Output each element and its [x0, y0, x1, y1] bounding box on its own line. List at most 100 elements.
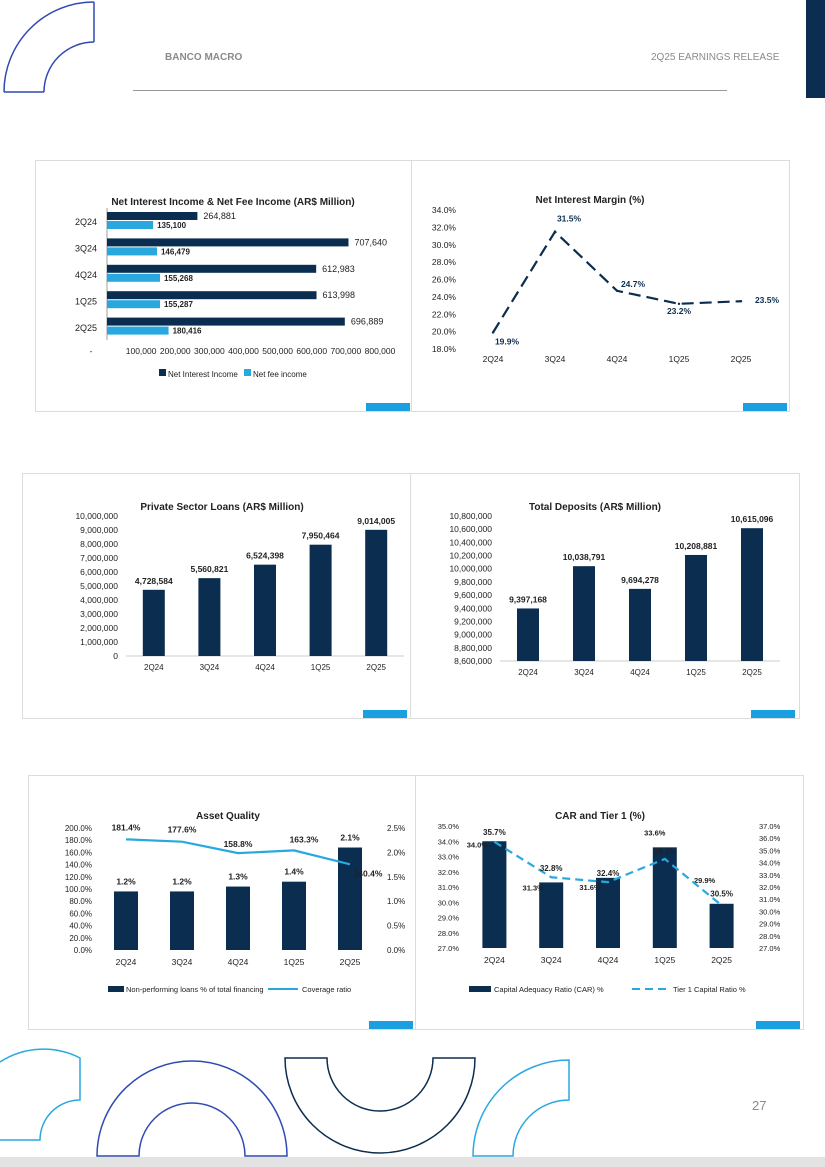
- y-tick-label: 8,000,000: [80, 539, 118, 549]
- panel-nii: [35, 160, 413, 412]
- y-tick-label: 8,800,000: [454, 643, 492, 653]
- bar-car: [482, 841, 507, 948]
- x-tick-label: 1Q25: [311, 663, 331, 672]
- x-tick-label: 200,000: [160, 346, 191, 356]
- chart-title: Net Interest Income & Net Fee Income (AR…: [111, 197, 354, 208]
- y-tick-label-left: 27.0%: [438, 944, 460, 953]
- x-tick-label: 500,000: [262, 346, 293, 356]
- data-label: 264,881: [203, 211, 236, 221]
- y-tick-label-right: 1.0%: [387, 897, 405, 906]
- footer-arc-2: [96, 1060, 288, 1157]
- x-tick-label: 1Q25: [669, 354, 690, 364]
- legend-label: Net Interest Income: [168, 370, 238, 379]
- data-label: 177.6%: [168, 825, 197, 835]
- bar: [573, 566, 595, 661]
- legend-label: Net fee income: [253, 370, 307, 379]
- bar-npl: [170, 891, 194, 950]
- y-tick-label-left: 0.0%: [74, 946, 92, 955]
- bar-net-interest-income: [107, 264, 317, 273]
- x-tick-label: 2Q24: [483, 354, 504, 364]
- bar-net-interest-income: [107, 291, 317, 300]
- bar: [365, 529, 388, 656]
- y-tick-label-right: 35.0%: [759, 846, 781, 855]
- y-tick-label-left: 33.0%: [438, 853, 460, 862]
- y-tick-label-right: 29.0%: [759, 920, 781, 929]
- data-label: 24.7%: [621, 279, 646, 289]
- x-tick-label: 3Q24: [541, 955, 562, 965]
- y-tick-label: 5,000,000: [80, 581, 118, 591]
- y-tick-label: 18.0%: [432, 344, 457, 354]
- chart-title: Private Sector Loans (AR$ Million): [140, 502, 303, 513]
- category-label: 1Q25: [75, 296, 97, 306]
- legend-label: Capital Adequacy Ratio (CAR) %: [494, 985, 604, 994]
- data-label: 34.0%: [467, 840, 489, 849]
- x-tick-label: 300,000: [194, 346, 225, 356]
- bar-net-fee-income: [107, 300, 160, 309]
- bar: [254, 564, 276, 656]
- x-tick-label: 3Q24: [574, 668, 594, 677]
- y-tick-label-right: 31.0%: [759, 895, 781, 904]
- y-tick-label-left: 29.0%: [438, 914, 460, 923]
- bar-npl: [226, 886, 250, 950]
- y-tick-label: 3,000,000: [80, 609, 118, 619]
- y-tick-label: 10,400,000: [449, 537, 492, 547]
- data-label: 155,268: [164, 274, 193, 283]
- y-tick-label: 10,000,000: [75, 511, 118, 521]
- y-tick-label: 22.0%: [432, 309, 457, 319]
- x-tick-label: 2Q25: [711, 955, 732, 965]
- legend-swatch-nii: [159, 369, 166, 376]
- bar-net-interest-income: [107, 317, 345, 326]
- data-label: 2.1%: [340, 833, 360, 843]
- y-tick-label: 1,000,000: [80, 637, 118, 647]
- series-line-tier1: [493, 840, 723, 907]
- y-tick-label: 10,800,000: [449, 511, 492, 521]
- data-label: 163.3%: [290, 834, 319, 844]
- bar: [142, 589, 165, 656]
- company-name: BANCO MACRO: [165, 52, 243, 63]
- panel-deposits: [410, 473, 800, 719]
- data-label: 7,950,464: [302, 531, 340, 541]
- data-point: [615, 289, 619, 292]
- legend-swatch-npl: [108, 986, 124, 992]
- y-tick-label: 9,600,000: [454, 590, 492, 600]
- data-point: [739, 300, 743, 303]
- data-label: 31.5%: [557, 214, 582, 224]
- data-label: 10,038,791: [563, 552, 606, 562]
- footer-band: [0, 1157, 825, 1167]
- data-label: 140.4%: [354, 868, 383, 878]
- x-tick-label: 2Q25: [366, 663, 386, 672]
- bar-net-fee-income: [107, 326, 169, 335]
- y-tick-label-left: 80.0%: [69, 897, 92, 906]
- data-point: [491, 331, 495, 334]
- data-label: 612,983: [322, 264, 355, 274]
- bar-car: [539, 882, 564, 948]
- y-tick-label-right: 30.0%: [759, 907, 781, 916]
- footer-arc-1: [0, 1048, 81, 1141]
- bar-car: [596, 877, 620, 948]
- data-label: 135,100: [157, 221, 186, 230]
- x-tick-label: 4Q24: [630, 668, 650, 677]
- y-tick-label-right: 0.0%: [387, 946, 405, 955]
- data-label: 707,640: [354, 237, 387, 247]
- bar-net-fee-income: [107, 247, 157, 256]
- bar-npl: [114, 891, 138, 950]
- top-left-arc-inner: [43, 41, 95, 93]
- y-tick-label-left: 28.0%: [438, 929, 460, 938]
- data-point: [553, 230, 557, 233]
- data-label: 9,397,168: [509, 594, 547, 604]
- data-label: 696,889: [351, 317, 384, 327]
- y-tick-label: 32.0%: [432, 222, 457, 232]
- category-label: 3Q24: [75, 244, 97, 254]
- header-rule: [133, 90, 727, 91]
- y-tick-label: 9,400,000: [454, 603, 492, 613]
- chart-title: Net Interest Margin (%): [536, 195, 645, 206]
- bar-npl: [338, 847, 362, 950]
- chart-title: CAR and Tier 1 (%): [555, 811, 645, 822]
- legend-label: Tier 1 Capital Ratio %: [673, 985, 746, 994]
- data-label: 146,479: [161, 247, 190, 256]
- panel-accent-tab: [751, 710, 795, 718]
- y-tick-label: 10,600,000: [449, 524, 492, 534]
- x-tick-label: 4Q24: [228, 957, 249, 967]
- panel-accent-tab: [366, 403, 410, 411]
- bar-net-fee-income: [107, 273, 160, 282]
